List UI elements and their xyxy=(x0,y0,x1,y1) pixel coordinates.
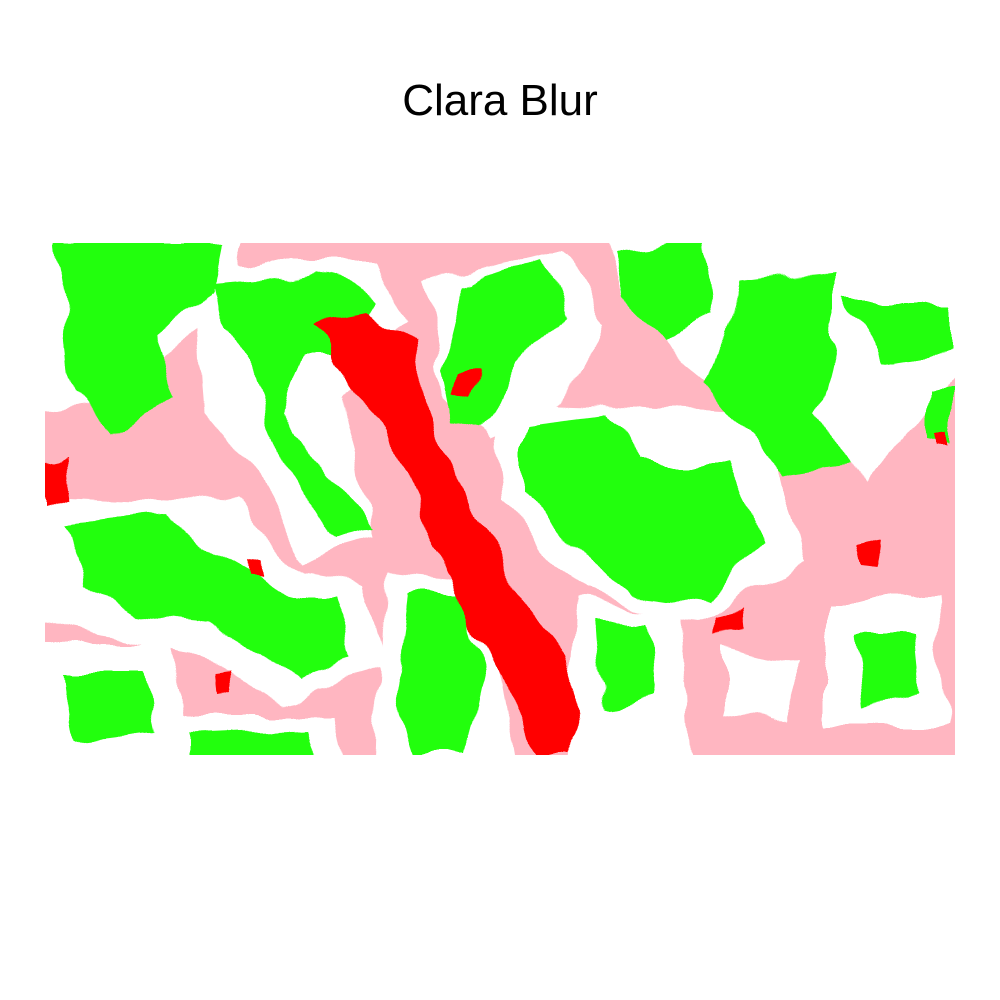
high-regions xyxy=(45,313,947,755)
high-region xyxy=(215,671,233,695)
negative-region xyxy=(615,243,715,343)
negative-region xyxy=(65,673,155,743)
contour-map xyxy=(45,243,955,755)
neutral-region xyxy=(725,643,805,723)
negative-region xyxy=(55,243,225,433)
negative-region xyxy=(395,593,485,753)
negative-region xyxy=(65,513,355,683)
negative-region xyxy=(185,728,313,755)
high-region xyxy=(855,538,885,563)
high-region xyxy=(455,368,480,393)
negative-region xyxy=(705,273,845,473)
high-region xyxy=(250,561,265,578)
contour-map-svg xyxy=(45,243,955,755)
negative-region xyxy=(595,623,655,703)
high-region-ridge xyxy=(315,313,585,755)
negative-region xyxy=(845,303,950,363)
high-region xyxy=(935,433,947,445)
negative-region xyxy=(855,633,920,703)
high-region xyxy=(45,458,75,508)
high-region xyxy=(710,611,747,633)
negative-region xyxy=(925,393,950,443)
figure-title: Clara Blur xyxy=(402,76,598,125)
negative-region xyxy=(525,413,765,603)
